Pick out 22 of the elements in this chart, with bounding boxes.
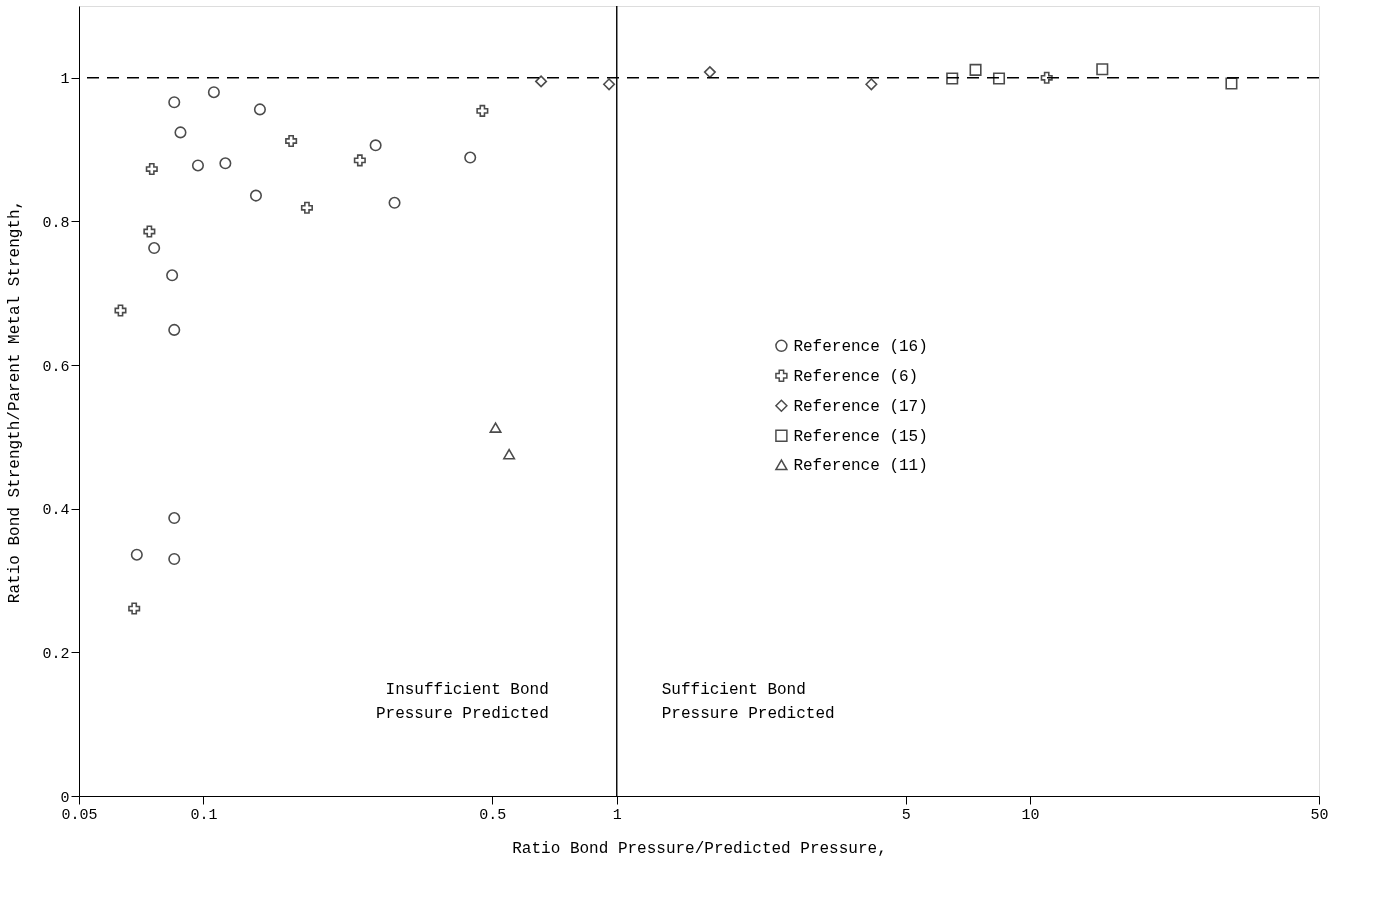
annotation: Sufficient Bond Pressure Predicted (661, 681, 835, 724)
x-tick-label: 0.5 (479, 806, 507, 824)
x-tick-label: 50 (1310, 806, 1329, 824)
legend-label: Reference (17) (793, 397, 928, 416)
legend-label: Reference (6) (793, 367, 919, 386)
x-axis-title: Ratio Bond Pressure/Predicted Pressure, (512, 839, 887, 858)
y-tick-label: 0 (60, 789, 70, 807)
legend-label: Reference (16) (793, 337, 928, 356)
y-tick-label: 0.2 (42, 645, 70, 663)
x-tick-label: 10 (1021, 806, 1040, 824)
y-tick-label: 1 (60, 71, 70, 89)
y-tick-label: 0.4 (42, 502, 70, 520)
legend-label: Reference (11) (793, 456, 928, 475)
y-axis-title: Ratio Bond Strength/Parent Metal Strength, (6, 199, 25, 604)
x-tick-label: 0.1 (190, 806, 218, 824)
y-tick-label: 0.8 (42, 214, 70, 232)
annotation: Insufficient Bond Pressure Predicted (375, 681, 549, 724)
legend-label: Reference (15) (793, 427, 928, 446)
x-tick-label: 5 (901, 806, 911, 824)
x-tick-label: 0.05 (61, 806, 98, 824)
x-tick-label: 1 (612, 806, 622, 824)
y-tick-label: 0.6 (42, 358, 70, 376)
